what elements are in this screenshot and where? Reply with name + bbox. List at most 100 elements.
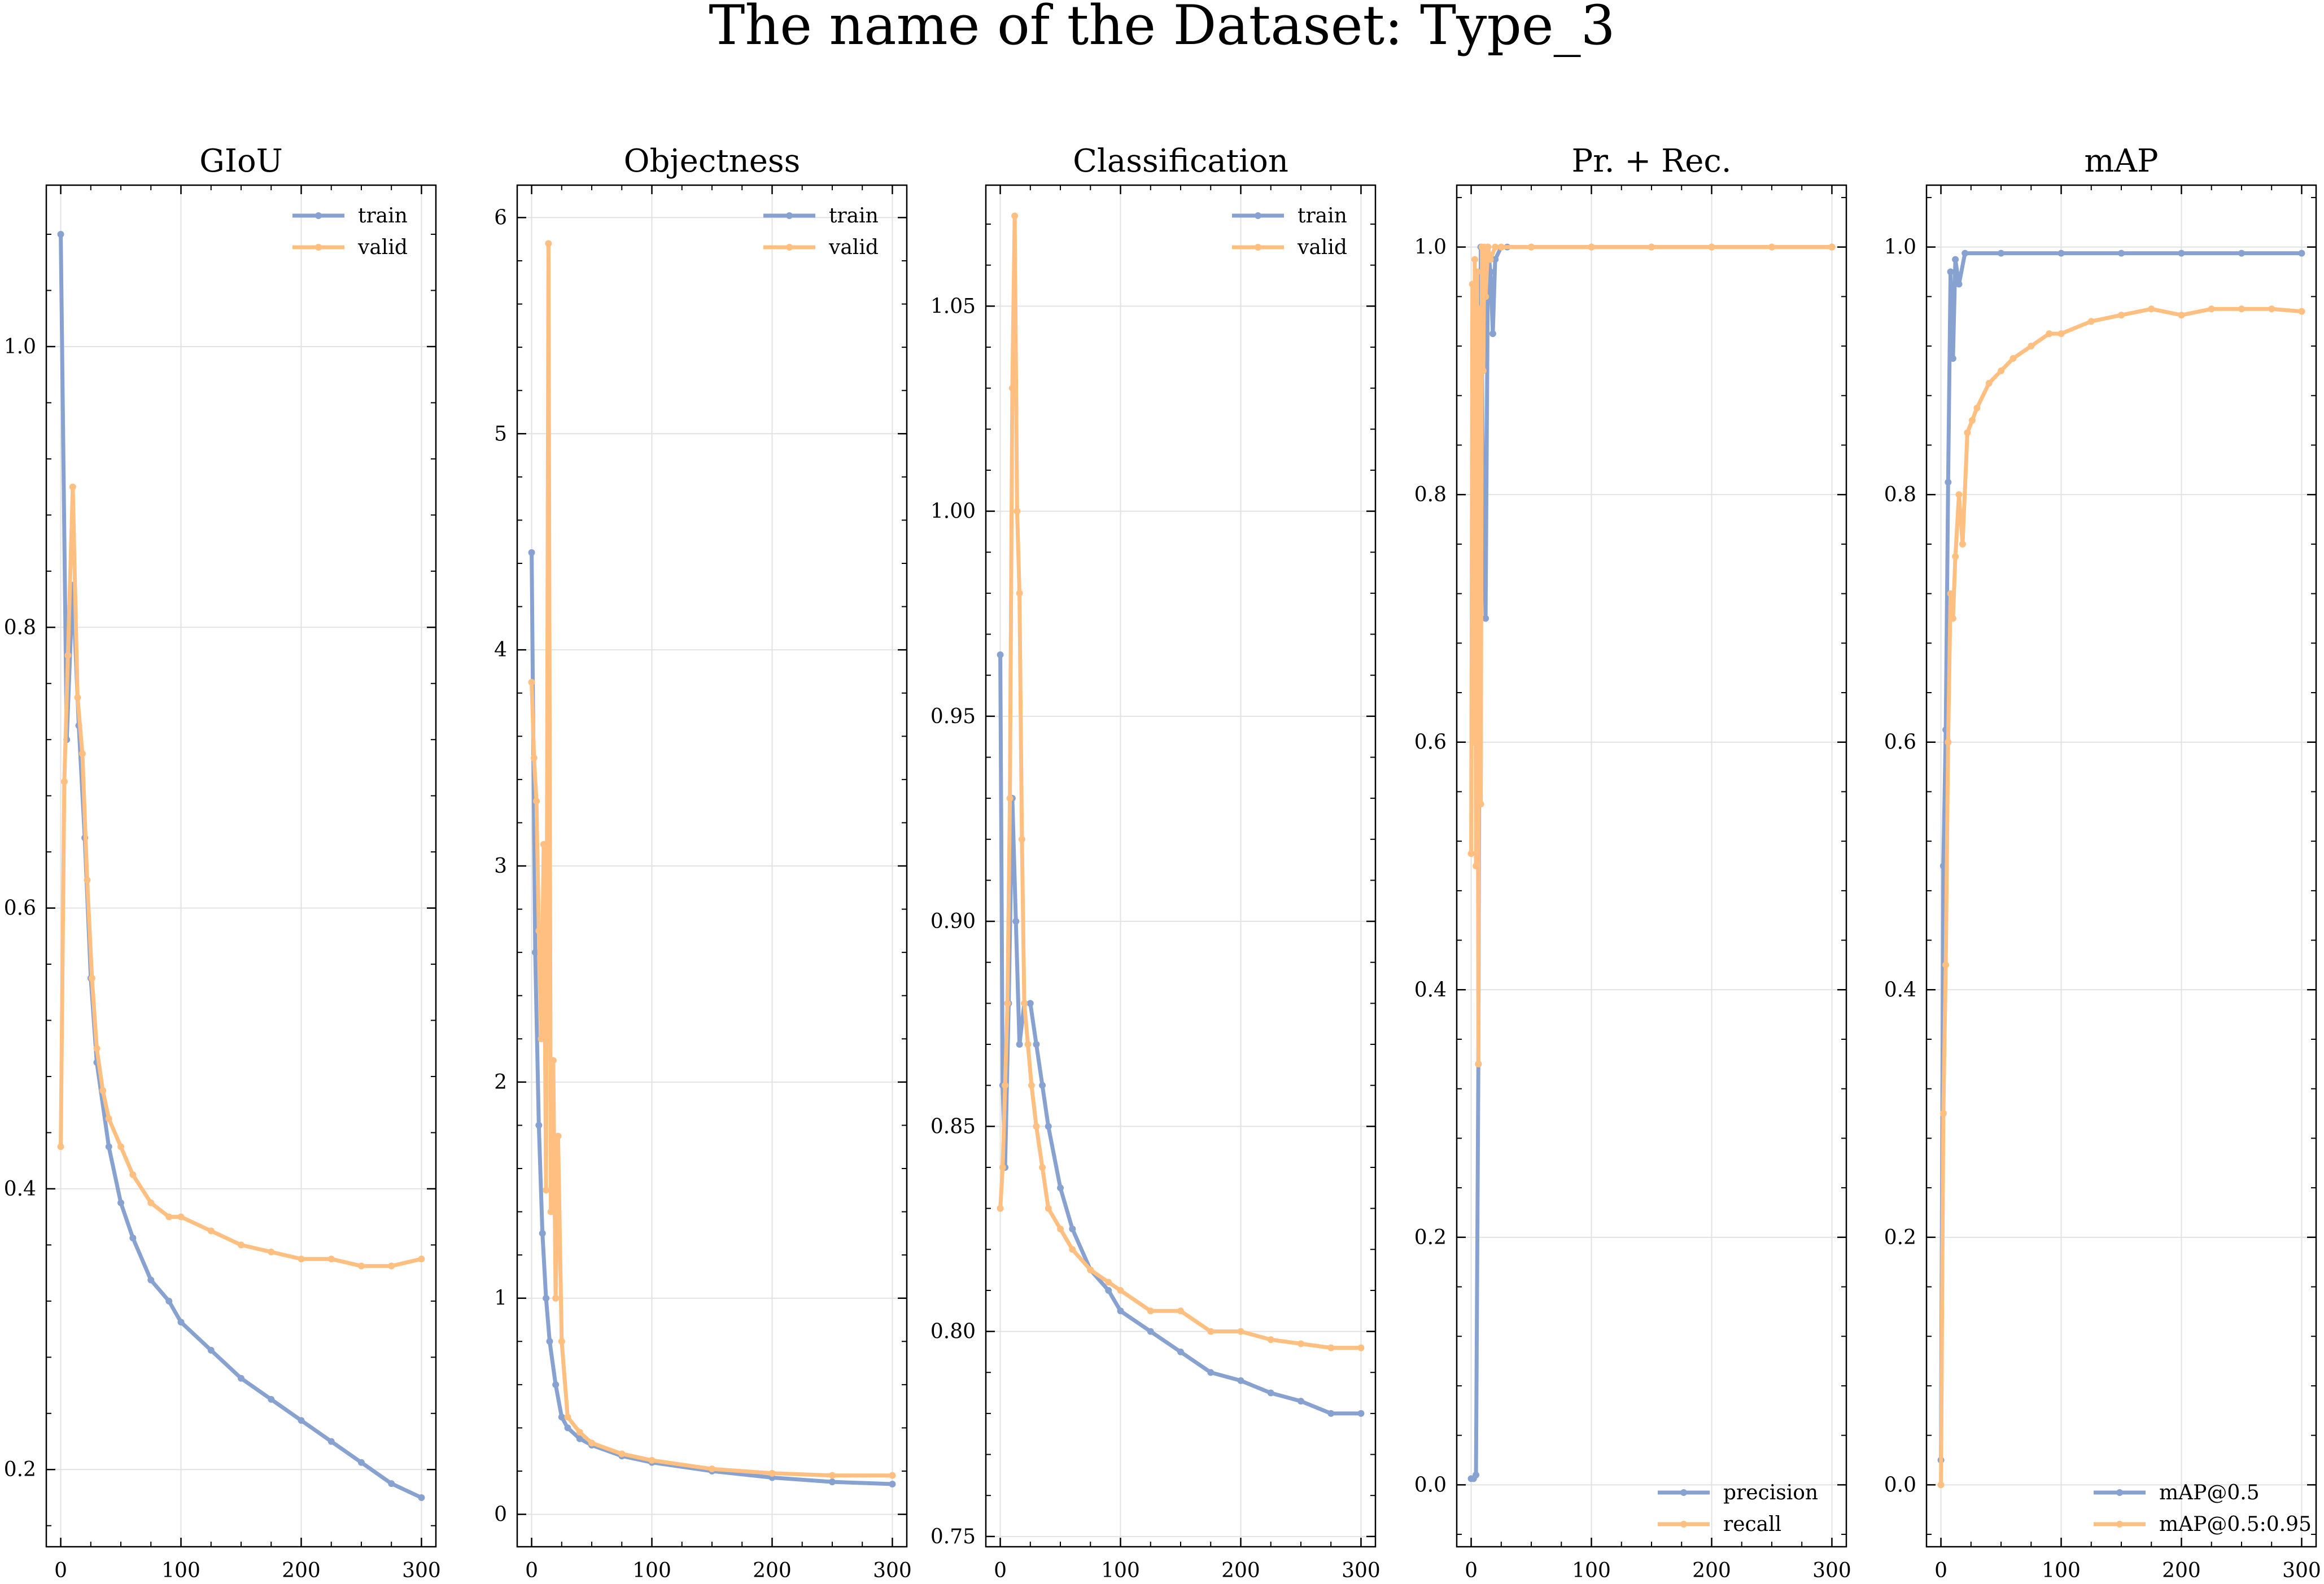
data-point xyxy=(1955,281,1963,288)
y-tick-label: 0.95 xyxy=(931,705,976,728)
y-tick-label: 1.05 xyxy=(931,295,976,318)
x-tick-label: 200 xyxy=(2162,1559,2201,1582)
data-point xyxy=(1489,330,1496,338)
y-tick-label: 0.90 xyxy=(931,910,976,933)
y-tick-label: 0.8 xyxy=(1414,483,1447,506)
data-point xyxy=(552,1294,560,1302)
y-tick-label: 0.6 xyxy=(1884,731,1916,754)
data-point xyxy=(327,1255,335,1263)
data-point xyxy=(1768,243,1775,251)
data-point xyxy=(2298,250,2305,257)
legend-label: train xyxy=(358,204,408,227)
y-tick-label: 0.2 xyxy=(1414,1226,1447,1249)
data-point xyxy=(1469,281,1476,288)
data-point xyxy=(554,1132,562,1140)
data-point xyxy=(564,1414,571,1421)
data-point xyxy=(177,1213,185,1220)
data-point xyxy=(1327,1344,1335,1351)
legend-marker xyxy=(315,244,322,251)
data-point xyxy=(2118,250,2125,257)
series-line-valid xyxy=(998,214,1361,1350)
data-point xyxy=(533,798,540,805)
data-point xyxy=(1012,918,1020,925)
axes-frame xyxy=(45,184,437,1548)
x-tick-label: 0 xyxy=(54,1559,67,1582)
y-tick-label: 0.75 xyxy=(931,1525,976,1548)
data-point xyxy=(1105,1287,1112,1294)
data-point xyxy=(1487,256,1494,263)
data-point xyxy=(1955,491,1963,498)
data-point xyxy=(207,1227,215,1235)
data-point xyxy=(1945,479,1952,486)
data-point xyxy=(1045,1205,1052,1212)
data-point xyxy=(997,651,1004,658)
data-point xyxy=(298,1417,305,1424)
data-point xyxy=(207,1346,215,1354)
data-point xyxy=(2238,305,2245,313)
legend-entry-train: train xyxy=(292,204,408,227)
data-point xyxy=(99,1087,107,1094)
data-point xyxy=(1968,417,1976,424)
y-tick-label: 0.2 xyxy=(1884,1226,1916,1249)
data-point xyxy=(1648,243,1655,251)
data-point xyxy=(1045,1123,1052,1130)
data-point xyxy=(1237,1377,1244,1384)
data-point xyxy=(2046,330,2053,338)
panel-title: Classification xyxy=(1073,143,1288,180)
data-point xyxy=(357,1262,365,1270)
x-tick-label: 200 xyxy=(282,1559,321,1582)
panel-objectness: Objectness 0 100 200 300 0 1 2 3 4 5 6 train valid xyxy=(494,143,912,1582)
data-point xyxy=(1945,738,1952,746)
legend-label: train xyxy=(829,204,879,227)
series-line-precision xyxy=(1471,245,1832,1481)
data-point xyxy=(74,694,81,701)
y-tick-label: 1.00 xyxy=(931,500,976,523)
data-point xyxy=(546,1338,553,1345)
data-point xyxy=(1297,1340,1304,1347)
data-point xyxy=(1069,1225,1076,1232)
data-point xyxy=(1008,384,1016,392)
x-tick-label: 0 xyxy=(994,1559,1007,1582)
data-point xyxy=(1087,1266,1094,1274)
data-point xyxy=(147,1276,155,1284)
data-point xyxy=(268,1395,275,1403)
legend-label: train xyxy=(1298,204,1347,227)
data-point xyxy=(528,549,535,556)
data-point xyxy=(1016,589,1023,597)
data-point xyxy=(1473,863,1480,869)
data-point xyxy=(1497,243,1505,251)
data-point xyxy=(2208,305,2215,313)
data-point xyxy=(1998,250,2005,257)
data-point xyxy=(999,1163,1006,1171)
x-tick-label: 300 xyxy=(873,1559,912,1582)
panel-giou: GIoU 0 100 200 300 0.2 0.4 0.6 0.8 1.0 train valid xyxy=(4,143,441,1582)
data-point xyxy=(1942,961,1950,969)
series-line-valid xyxy=(530,241,893,1478)
data-point xyxy=(1476,305,1483,313)
data-point xyxy=(2087,318,2095,325)
data-point xyxy=(298,1255,305,1263)
data-point xyxy=(60,778,68,785)
data-point xyxy=(618,1450,626,1458)
data-point xyxy=(129,1234,137,1241)
data-point xyxy=(1327,1410,1335,1417)
data-point xyxy=(1492,243,1499,251)
data-point xyxy=(1939,1110,1947,1117)
data-point xyxy=(1937,1481,1945,1489)
y-tick-label: 1.0 xyxy=(1414,236,1447,259)
data-point xyxy=(117,1143,125,1150)
legend-label: mAP@0.5 xyxy=(2159,1481,2260,1504)
data-point xyxy=(1952,256,1959,263)
y-tick-label: 0.80 xyxy=(931,1320,976,1344)
x-tick-label: 0 xyxy=(1934,1559,1947,1582)
data-point xyxy=(1147,1307,1154,1315)
axes-frame xyxy=(985,184,1377,1548)
data-point xyxy=(576,1429,583,1436)
data-point xyxy=(535,1122,543,1129)
data-point xyxy=(1057,1225,1064,1232)
data-point xyxy=(1964,429,1971,436)
data-point xyxy=(1357,1410,1365,1417)
data-point xyxy=(558,1414,565,1421)
